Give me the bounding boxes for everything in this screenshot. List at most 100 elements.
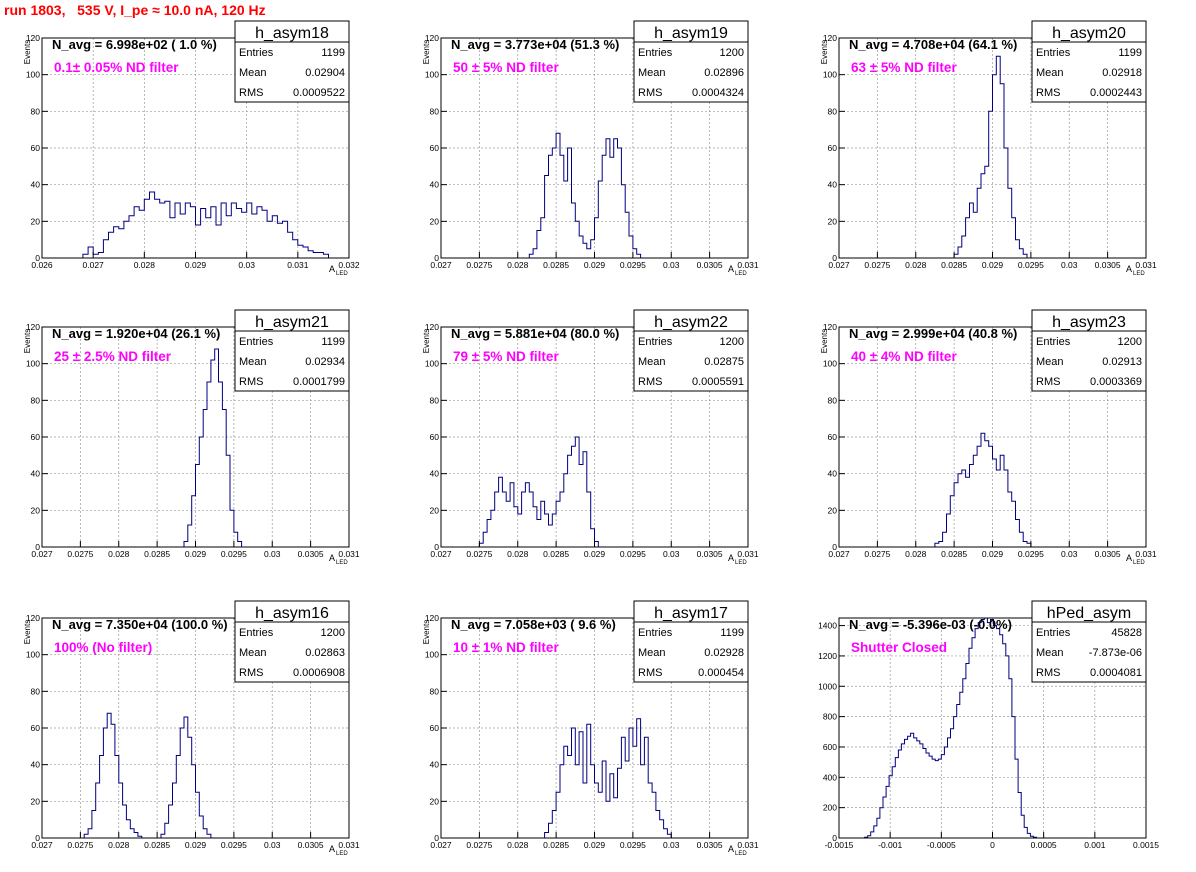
navg-label: N_avg = 6.998e+02 ( 1.0 %) xyxy=(52,37,217,52)
x-axis-label-sub: LED xyxy=(735,851,747,857)
x-axis-label-sub: LED xyxy=(336,560,348,566)
histogram-panel-h_asym18: 0.026 0.027 0.028 0.029 0.03 0.031 0.032 0 20 40 6… xyxy=(23,20,360,277)
stats-value: 0.0002443 xyxy=(1090,87,1142,99)
navg-label: N_avg = -5.396e-03 (-0.0%) xyxy=(849,617,1012,632)
navg-label: N_avg = 5.881e+04 (80.0 %) xyxy=(451,326,619,341)
y-tick-label: 600 xyxy=(823,742,837,752)
x-tick-label: 0.03 xyxy=(663,260,680,270)
stats-label: RMS xyxy=(638,87,662,99)
y-axis-label: Events xyxy=(23,40,32,64)
x-tick-label: 0.0305 xyxy=(697,260,723,270)
x-tick-label: 0.03 xyxy=(663,549,680,559)
x-tick-label: 0.0285 xyxy=(941,260,967,270)
stats-title: h_asym19 xyxy=(654,25,728,42)
x-axis-label: A xyxy=(728,553,734,563)
stats-box xyxy=(633,20,749,103)
x-axis-label-sub: LED xyxy=(336,271,348,277)
y-tick-label: 120 xyxy=(26,33,40,43)
y-axis-label: Events xyxy=(23,620,32,644)
stats-label: Entries xyxy=(638,47,673,59)
stats-value: 0.02928 xyxy=(704,647,744,659)
stats-label: Entries xyxy=(638,627,673,639)
y-tick-label: 20 xyxy=(31,505,41,515)
x-tick-label: 0.031 xyxy=(338,840,360,850)
y-tick-label: 40 xyxy=(828,469,838,479)
x-tick-label: 0.029 xyxy=(584,840,606,850)
histogram-line xyxy=(478,436,599,547)
y-tick-label: 800 xyxy=(823,712,837,722)
stats-box xyxy=(234,309,350,392)
y-tick-label: 20 xyxy=(828,505,838,515)
x-tick-label: 0.027 xyxy=(828,260,850,270)
stats-value: -7.873e-06 xyxy=(1089,647,1142,659)
x-axis-label: A xyxy=(1126,264,1132,274)
histogram-line xyxy=(934,432,1032,547)
y-axis-label: Events xyxy=(422,620,431,644)
histogram-line xyxy=(544,718,672,838)
y-tick-label: 0 xyxy=(434,542,439,552)
y-tick-label: 60 xyxy=(828,432,838,442)
histogram-line xyxy=(864,617,1037,838)
x-tick-label: 0.0275 xyxy=(67,840,93,850)
x-tick-label: 0.0275 xyxy=(466,840,492,850)
stats-value: 1199 xyxy=(720,627,744,639)
navg-label: N_avg = 4.708e+04 (64.1 %) xyxy=(849,37,1017,52)
y-tick-label: 80 xyxy=(828,395,838,405)
y-tick-label: 400 xyxy=(823,772,837,782)
stats-value: 0.0003369 xyxy=(1090,376,1142,388)
y-tick-label: 0 xyxy=(35,542,40,552)
navg-label: N_avg = 1.920e+04 (26.1 %) xyxy=(52,326,220,341)
stats-value: 0.02913 xyxy=(1102,356,1142,368)
y-tick-label: 120 xyxy=(26,322,40,332)
y-tick-label: 80 xyxy=(31,395,41,405)
x-tick-label: 0.0305 xyxy=(1095,549,1121,559)
x-axis-label: A xyxy=(728,264,734,274)
filter-label: 40 ± 4% ND filter xyxy=(851,349,957,364)
filter-label: 0.1± 0.05% ND filter xyxy=(54,60,179,75)
x-tick-label: 0.028 xyxy=(507,840,529,850)
stats-value: 0.0001799 xyxy=(293,376,345,388)
x-axis-label-sub: LED xyxy=(735,560,747,566)
y-tick-label: 80 xyxy=(430,106,440,116)
x-tick-label: 0.0305 xyxy=(298,549,324,559)
run-title: run 1803, 535 V, I_pe ≈ 10.0 nA, 120 Hz xyxy=(4,2,266,18)
stats-label: RMS xyxy=(1036,376,1060,388)
stats-value: 0.0004081 xyxy=(1090,667,1142,679)
filter-label: 25 ± 2.5% ND filter xyxy=(54,349,172,364)
stats-value: 0.02875 xyxy=(704,356,744,368)
y-tick-label: 20 xyxy=(828,216,838,226)
x-tick-label: 0.0295 xyxy=(1018,260,1044,270)
x-tick-label: 0.031 xyxy=(1135,549,1157,559)
y-tick-label: 120 xyxy=(425,322,439,332)
histogram-panel-h_asym20: 0.027 0.0275 0.028 0.0285 0.029 0.0295 0.03 0.0… xyxy=(820,20,1157,277)
x-tick-label: 0.028 xyxy=(507,549,529,559)
x-tick-label: 0.0275 xyxy=(466,549,492,559)
y-axis-label: Events xyxy=(820,329,829,353)
x-tick-label: 0.0305 xyxy=(1095,260,1121,270)
x-tick-label: 0.0295 xyxy=(620,840,646,850)
x-tick-label: 0.0285 xyxy=(941,549,967,559)
x-tick-label: 0.029 xyxy=(185,840,207,850)
stats-label: RMS xyxy=(239,376,263,388)
y-tick-label: 0 xyxy=(434,833,439,843)
x-axis-label: A xyxy=(329,553,335,563)
x-tick-label: 0.0275 xyxy=(864,549,890,559)
stats-label: Mean xyxy=(239,356,267,368)
x-tick-label: 0.029 xyxy=(185,549,207,559)
stats-box xyxy=(633,309,749,392)
x-tick-label: 0.027 xyxy=(31,840,53,850)
y-tick-label: 100 xyxy=(425,359,439,369)
x-tick-label: 0.0285 xyxy=(543,549,569,559)
y-tick-label: 40 xyxy=(828,180,838,190)
y-tick-label: 80 xyxy=(31,686,41,696)
stats-value: 0.0004324 xyxy=(692,87,744,99)
histogram-panel-h_asym21: 0.027 0.0275 0.028 0.0285 0.029 0.0295 0.03 0.0… xyxy=(23,309,360,566)
stats-label: RMS xyxy=(239,87,263,99)
histogram-panel-h_asym23: 0.027 0.0275 0.028 0.0285 0.029 0.0295 0.03 0.0… xyxy=(820,309,1157,566)
histogram-panel-h_asym19: 0.027 0.0275 0.028 0.0285 0.029 0.0295 0.03 0.0… xyxy=(422,20,759,277)
x-tick-label: 0.027 xyxy=(828,549,850,559)
y-tick-label: 0 xyxy=(832,833,837,843)
stats-value: 1200 xyxy=(321,627,345,639)
stats-box xyxy=(234,600,350,683)
stats-label: Entries xyxy=(1036,336,1071,348)
